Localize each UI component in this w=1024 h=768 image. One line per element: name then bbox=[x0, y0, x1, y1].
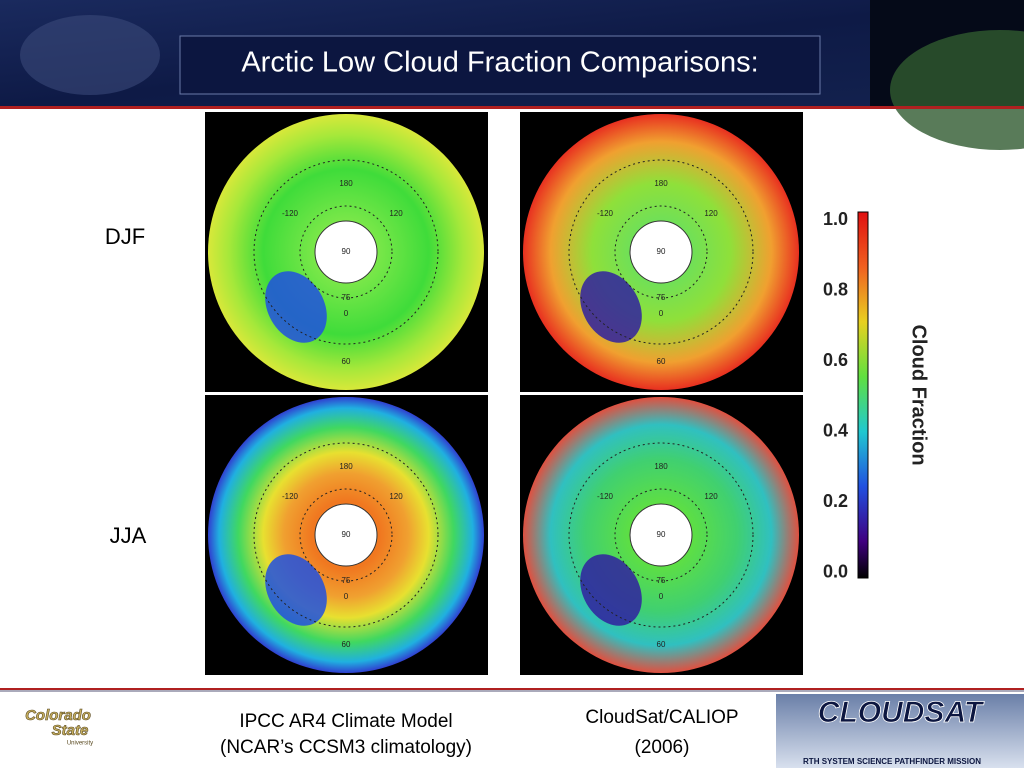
colorbar-tick-label: 0.6 bbox=[823, 350, 848, 370]
row-label: DJF bbox=[105, 224, 145, 249]
latitude-circle bbox=[614, 488, 708, 582]
map-label: 180 bbox=[339, 179, 353, 188]
title: Arctic Low Cloud Fraction Comparisons: bbox=[241, 47, 758, 79]
cloudsat-logo bbox=[776, 694, 1024, 768]
greenland-region bbox=[580, 271, 642, 343]
earth bbox=[890, 30, 1024, 150]
footer-rule bbox=[0, 690, 1024, 692]
map-label: 180 bbox=[654, 179, 668, 188]
colorbar-tick-label: 0.2 bbox=[823, 491, 848, 511]
map-label: 60 bbox=[342, 640, 351, 649]
map-label: 90 bbox=[657, 247, 666, 256]
map-label: 0 bbox=[659, 592, 664, 601]
map-label: 90 bbox=[657, 530, 666, 539]
map-label: 120 bbox=[704, 492, 718, 501]
footer-rule bbox=[0, 688, 1024, 690]
pole-hole bbox=[314, 503, 378, 567]
title-box bbox=[179, 35, 821, 95]
map-label: 60 bbox=[657, 357, 666, 366]
logo-text: RTH SYSTEM SCIENCE PATHFINDER MISSION bbox=[803, 757, 981, 766]
footer-caption: CloudSat/CALIOP bbox=[585, 707, 738, 728]
footer-caption: (NCAR’s CCSM3 climatology) bbox=[220, 737, 472, 758]
colorbar-tick-label: 0.4 bbox=[823, 420, 848, 440]
latitude-circle bbox=[299, 488, 393, 582]
pole-hole bbox=[629, 503, 693, 567]
logo-text: University bbox=[67, 741, 93, 747]
pole-hole bbox=[314, 220, 378, 284]
map-label: 0 bbox=[344, 309, 349, 318]
map-label: 75 bbox=[342, 576, 351, 585]
greenland-region bbox=[265, 554, 327, 626]
logo-text: Colorado bbox=[25, 707, 91, 724]
colorbar bbox=[857, 211, 869, 579]
footer-caption: (2006) bbox=[635, 737, 690, 758]
latitude-circle bbox=[568, 442, 754, 628]
colorbar-tick-label: 0.0 bbox=[823, 561, 848, 581]
latitude-circle bbox=[568, 159, 754, 345]
map-label: -120 bbox=[597, 492, 614, 501]
header-rule bbox=[0, 106, 1024, 109]
colorbar-label: Cloud Fraction bbox=[908, 324, 930, 465]
map-label: 120 bbox=[389, 209, 403, 218]
map-label: 60 bbox=[657, 640, 666, 649]
colorbar-tick-label: 0.8 bbox=[823, 279, 848, 299]
map-label: -120 bbox=[282, 209, 299, 218]
colorbar-tick-label: 1.0 bbox=[823, 209, 848, 229]
map-label: 90 bbox=[342, 530, 351, 539]
map-label: 180 bbox=[654, 462, 668, 471]
map-label: 0 bbox=[344, 592, 349, 601]
map-label: 75 bbox=[657, 293, 666, 302]
logo-text: State bbox=[52, 722, 89, 739]
latitude-circle bbox=[253, 159, 439, 345]
latitude-circle bbox=[614, 205, 708, 299]
latitude-circle bbox=[299, 205, 393, 299]
map-label: 75 bbox=[342, 293, 351, 302]
map-label: 90 bbox=[342, 247, 351, 256]
map-label: 120 bbox=[389, 492, 403, 501]
latitude-circle bbox=[253, 442, 439, 628]
header-map bbox=[20, 15, 160, 95]
greenland-region bbox=[265, 271, 327, 343]
map-label: 120 bbox=[704, 209, 718, 218]
greenland-region bbox=[580, 554, 642, 626]
footer-caption: IPCC AR4 Climate Model bbox=[239, 711, 452, 732]
map-label: -120 bbox=[282, 492, 299, 501]
map-label: 75 bbox=[657, 576, 666, 585]
map-label: 0 bbox=[659, 309, 664, 318]
map-label: -120 bbox=[597, 209, 614, 218]
map-label: 60 bbox=[342, 357, 351, 366]
row-label: JJA bbox=[110, 523, 147, 548]
logo-text: CLOUDSAT bbox=[818, 696, 985, 729]
pole-hole bbox=[629, 220, 693, 284]
map-label: 180 bbox=[339, 462, 353, 471]
